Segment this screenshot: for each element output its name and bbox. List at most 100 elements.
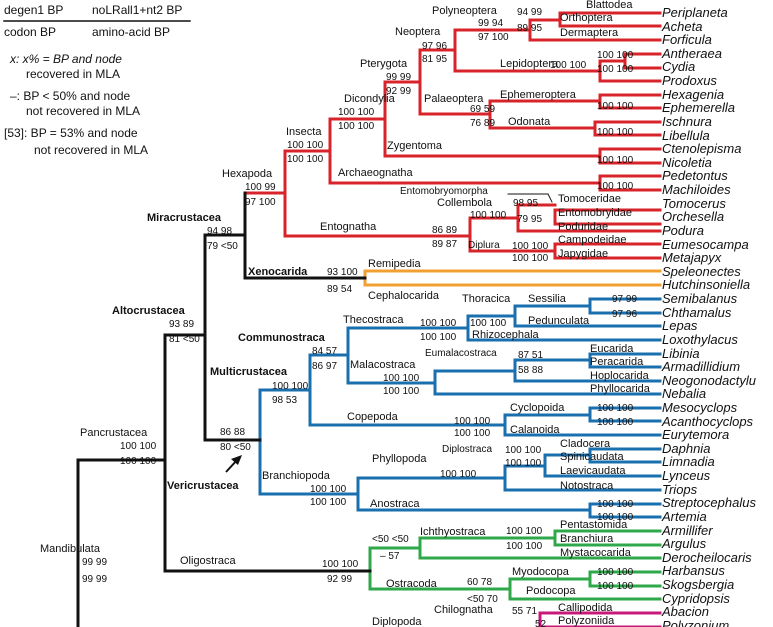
clade-entognatha: Entognatha (320, 221, 377, 233)
taxon-label: Semibalanus (662, 291, 738, 307)
support-value: 94 99 (517, 7, 543, 18)
support-value: 100 100 (310, 497, 347, 508)
support-value: 100 100 (597, 499, 634, 510)
taxon-label: Hexagenia (662, 86, 725, 102)
clade-branchiopoda: Branchiopoda (262, 470, 330, 482)
taxon-label: Lynceus (662, 468, 711, 484)
clade-odonata: Odonata (508, 116, 551, 128)
clade-hoplocarida: Hoplocarida (590, 370, 649, 382)
hexapoda-branches (243, 11, 662, 260)
clade-diplostraca: Diplostraca (442, 444, 493, 455)
clade-anostraca: Anostraca (370, 498, 420, 510)
clade-ichthyostraca: Ichthyostraca (420, 526, 486, 538)
support-value: 97 99 (612, 294, 638, 305)
support-value: 97 96 (422, 41, 448, 52)
support-value: 81 <50 (169, 334, 200, 345)
clade-rhizocephala: Rhizocephala (472, 329, 539, 341)
clade-phyllopoda: Phyllopoda (372, 453, 427, 465)
crustacea-branches (258, 297, 662, 519)
taxon-label: Cypridopsis (662, 590, 730, 606)
taxon-label: Metajapyx (662, 250, 722, 266)
taxon-label: Ischnura (662, 113, 712, 129)
support-value: 100 100 (322, 559, 359, 570)
clade-hexapoda: Hexapoda (222, 168, 273, 180)
support-value: 76 89 (470, 118, 496, 129)
support-value: 55 71 (512, 606, 538, 617)
support-value: 100 100 (454, 428, 491, 439)
taxon-label: Argulus (662, 536, 707, 552)
taxon-label: Abacion (662, 604, 709, 620)
legend-note2b: not recovered in MLA (26, 104, 141, 118)
clade-chilognatha: Chilognatha (434, 604, 493, 616)
support-value: 86 88 (220, 427, 246, 438)
taxon-label: Libellula (662, 127, 710, 143)
taxon-label: Acheta (662, 18, 703, 34)
legend-note1a: x: x% = BP and node (10, 52, 122, 66)
clade-xenocarida: Xenocarida (248, 266, 308, 278)
taxon-label: Streptocephalus (662, 495, 756, 511)
support-value: 86 97 (312, 361, 338, 372)
support-value: 100 100 (512, 241, 549, 252)
support-value: 81 95 (422, 54, 448, 65)
clade-pterygota: Pterygota (360, 58, 408, 70)
taxon-label: Eurytemora (662, 427, 730, 443)
support-value: 84 57 (312, 346, 338, 357)
support-value: 100 100 (597, 512, 634, 523)
support-value: 100 100 (512, 253, 549, 264)
taxon-label: Harbansus (662, 563, 725, 579)
support-value: 97 96 (612, 309, 638, 320)
support-value: 98 95 (513, 198, 539, 209)
support-value: 98 53 (272, 395, 298, 406)
taxon-label: Ephemerella (662, 100, 735, 116)
support-value: 100 100 (440, 469, 477, 480)
clade-entomobryidae: Entomobryidae (558, 207, 632, 219)
taxon-label: Podura (662, 222, 704, 238)
support-value: 58 88 (518, 365, 544, 376)
taxon-label: Polyzonium (662, 617, 730, 627)
clade-zygentoma: Zygentoma (387, 140, 443, 152)
clade-cladocera: Cladocera (560, 438, 611, 450)
support-value: 100 100 (597, 155, 634, 166)
taxon-label: Nebalia (662, 386, 707, 402)
clade-spinicaudata: Spinicaudata (560, 451, 624, 463)
taxon-label: Derocheilocaris (662, 549, 752, 565)
clade-ostracoda: Ostracoda (386, 578, 437, 590)
legend-note3a: [53]: BP = 53% and node (4, 126, 138, 140)
support-value: 86 89 (432, 225, 458, 236)
taxon-label: Nicoletia (662, 154, 712, 170)
taxon-label: Prodoxus (662, 73, 717, 89)
support-value: 89 87 (432, 239, 458, 250)
legend-top-right: noLRall1+nt2 BP (92, 3, 183, 17)
backbone-branches (76, 191, 372, 627)
legend-note2a: –: BP < 50% and node (10, 89, 131, 103)
support-value: 100 100 (420, 332, 457, 343)
support-value: 60 78 (467, 577, 493, 588)
support-value: <50 <50 (372, 534, 409, 545)
support-value: 92 99 (327, 574, 353, 585)
clade-communostraca: Communostraca (238, 332, 325, 344)
taxon-label: Forficula (662, 32, 712, 48)
taxon-label: Ctenolepisma (662, 141, 742, 157)
clade-malacostraca: Malacostraca (350, 359, 416, 371)
support-value: 92 99 (386, 86, 412, 97)
taxon-label: Armillifer (662, 522, 713, 538)
clade-laevicaudata: Laevicaudata (560, 465, 626, 477)
clade-diplura: Diplura (468, 240, 500, 251)
support-value: 79 95 (517, 214, 543, 225)
support-value: 99 99 (82, 557, 108, 568)
clade-polyneoptera: Polyneoptera (432, 5, 497, 17)
taxon-label: Limnadia (662, 454, 715, 470)
clade-remipedia: Remipedia (368, 258, 421, 270)
taxon-label: Libinia (662, 345, 700, 361)
support-value: 52 (535, 619, 547, 627)
clade-dicondylia: Dicondylia (344, 93, 395, 105)
taxon-label: Chthamalus (662, 304, 732, 320)
support-value: 100 100 (550, 60, 587, 71)
clade-dermaptera: Dermaptera (560, 27, 619, 39)
clade-poduridae: Poduridae (558, 221, 609, 233)
clade-lepidoptera: Lepidoptera (500, 58, 559, 70)
clade-ephemeroptera: Ephemeroptera (500, 89, 576, 101)
clade-blattodea: Blattodea (586, 0, 633, 11)
